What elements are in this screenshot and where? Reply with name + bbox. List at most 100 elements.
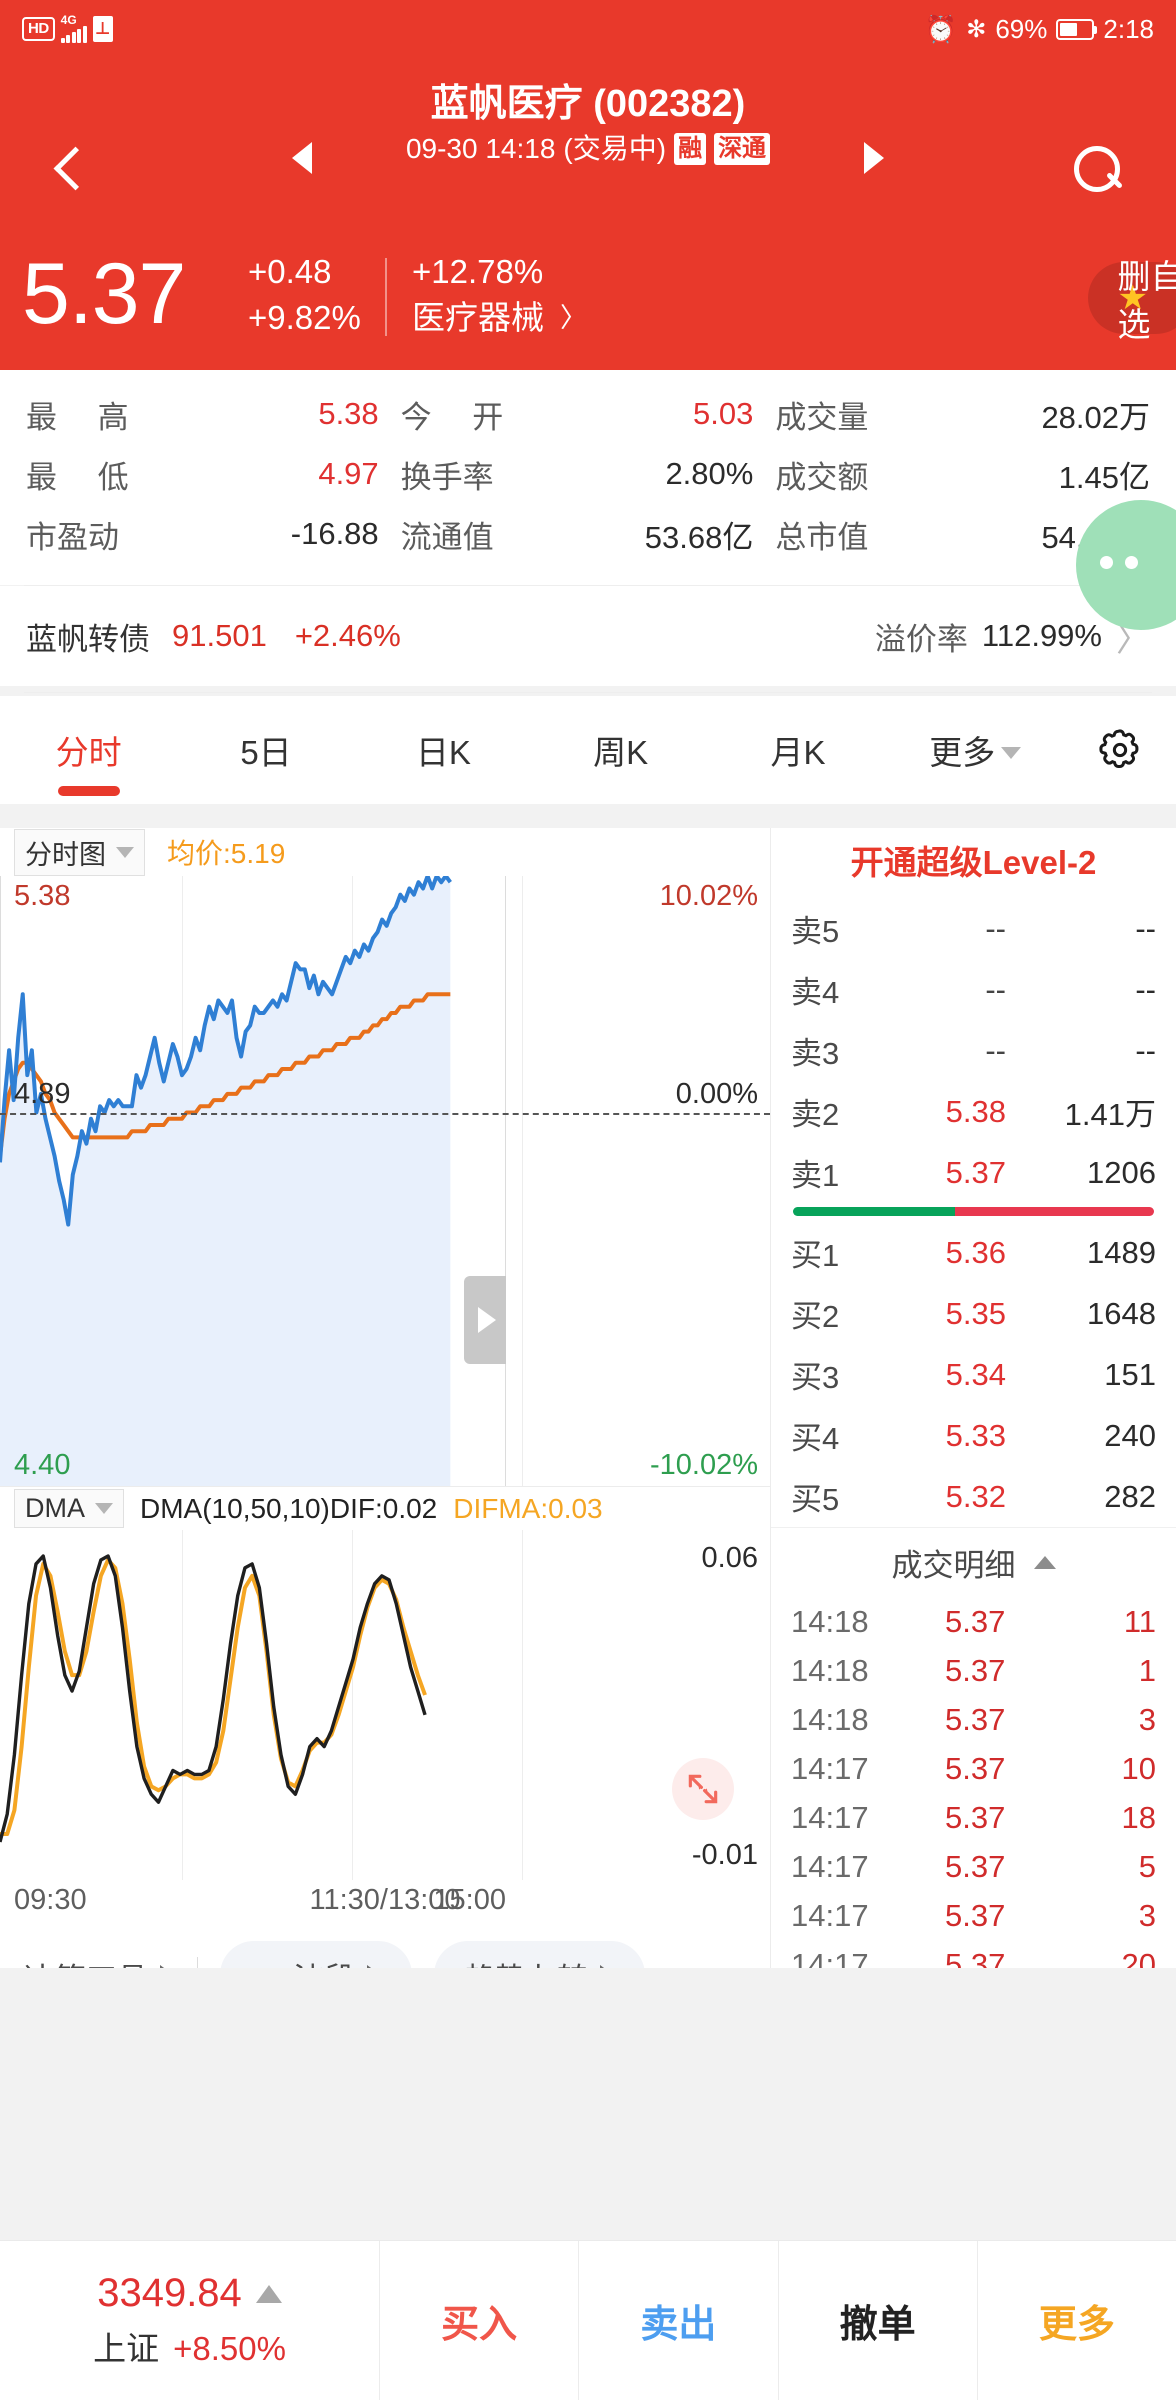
stat-value: 5.38 <box>318 396 379 431</box>
tab-fenshi[interactable]: 分时 <box>0 726 177 796</box>
convertible-bond-row[interactable]: 蓝帆转债 91.501 +2.46% 溢价率 112.99% 〉 <box>0 586 1176 686</box>
gridline <box>182 1530 183 1880</box>
ask-volume: 1.41万 <box>1064 1097 1156 1132</box>
sector-label: 医疗器械 <box>412 299 544 336</box>
bid-row[interactable]: 买3 5.34 151 <box>771 1344 1176 1405</box>
bid-row[interactable]: 买2 5.35 1648 <box>771 1283 1176 1344</box>
bid-label: 买5 <box>791 1482 840 1517</box>
deal-row: 14:17 5.37 10 <box>771 1744 1176 1793</box>
price-change-group: +0.48 +9.82% <box>248 248 361 342</box>
chat-dots-icon <box>1100 556 1138 569</box>
margin-tag: 融 <box>674 133 707 165</box>
index-value-row: 3349.84 <box>97 2271 282 2316</box>
index-name: 上证 <box>93 2330 160 2367</box>
price-block: 5.37 +0.48 +9.82% +12.78% 医疗器械 〉 ★ 删自选 <box>0 240 1176 370</box>
connect-tag: 深通 <box>714 133 771 165</box>
ask-row[interactable]: 卖4 -- -- <box>771 959 1176 1020</box>
chart-type-selector[interactable]: 分时图 <box>14 828 145 876</box>
deal-price: 5.37 <box>945 1799 1006 1835</box>
ask-price: -- <box>985 971 1006 1007</box>
chevron-right-icon: 〉 <box>560 303 587 333</box>
level2-promo-link[interactable]: 开通超级Level-2 <box>850 844 1097 881</box>
bid-row[interactable]: 买4 5.33 240 <box>771 1405 1176 1466</box>
remove-favorite-button[interactable]: ★ 删自选 <box>1087 258 1176 343</box>
ask-row[interactable]: 卖2 5.38 1.41万 <box>771 1081 1176 1142</box>
premium-value: 112.99% <box>981 618 1102 653</box>
header-subtitle: 09-30 14:18 (交易中) 融 深通 <box>0 128 1176 170</box>
gridline <box>522 1530 523 1880</box>
bid-row[interactable]: 买5 5.32 282 <box>771 1466 1176 1527</box>
tab-weekk[interactable]: 周K <box>532 726 709 774</box>
price-change-pct: +9.82% <box>248 299 361 336</box>
ask-price: 5.37 <box>945 1154 1006 1190</box>
bid-label: 买2 <box>791 1299 840 1334</box>
app-header: 蓝帆医疗 (002382) 09-30 14:18 (交易中) 融 深通 <box>0 58 1176 240</box>
chevron-down-icon <box>1001 747 1022 759</box>
tab-monthk[interactable]: 月K <box>709 726 886 774</box>
stat-value: 2.80% <box>665 456 754 491</box>
stat-cell: 成交量 28.02万 <box>775 392 1150 437</box>
stat-cell: 今 开 5.03 <box>401 392 776 437</box>
stat-cell: 换手率 2.80% <box>401 452 776 497</box>
stat-value: 5.03 <box>693 396 754 431</box>
bid-row[interactable]: 买1 5.36 1489 <box>771 1222 1176 1283</box>
next-stock-icon[interactable] <box>864 142 884 174</box>
divider <box>24 585 1152 586</box>
stat-cell: 流通值 53.68亿 <box>401 512 776 557</box>
cancel-order-button[interactable]: 撤单 <box>779 2241 978 2400</box>
price-chart[interactable]: 5.38 4.89 4.40 10.02% 0.00% -10.02% <box>0 876 770 1486</box>
tab-label: 周K <box>593 734 649 771</box>
stat-key: 总市值 <box>775 519 869 555</box>
x-tick: 09:30 <box>14 1884 87 1916</box>
buy-button[interactable]: 买入 <box>380 2241 580 2400</box>
fullscreen-button[interactable] <box>672 1758 734 1820</box>
tab-5day[interactable]: 5日 <box>177 726 354 774</box>
deals-title: 成交明细 <box>891 1548 1016 1583</box>
clock-time: 2:18 <box>1103 13 1154 44</box>
ask-label: 卖2 <box>791 1097 840 1132</box>
sell-button[interactable]: 卖出 <box>579 2241 779 2400</box>
difma-value: DIFMA:0.03 <box>453 1492 603 1524</box>
search-icon[interactable] <box>1074 146 1124 196</box>
deals-header[interactable]: 成交明细 <box>771 1527 1176 1597</box>
stat-key: 今 开 <box>400 399 520 435</box>
bid-price: 5.36 <box>945 1234 1006 1270</box>
prev-stock-icon[interactable] <box>292 142 312 174</box>
expand-arrows-icon <box>688 1774 718 1804</box>
battery-percent: 69% <box>995 13 1048 44</box>
deal-time: 14:17 <box>791 1750 869 1786</box>
y-axis-mid: 4.89 <box>14 1078 71 1110</box>
bottom-spacer <box>0 1968 1176 2240</box>
deal-volume: 11 <box>1123 1603 1156 1639</box>
deal-row: 14:18 5.37 3 <box>771 1695 1176 1744</box>
deal-volume: 3 <box>1138 1701 1156 1737</box>
tab-more[interactable]: 更多 <box>887 726 1064 774</box>
deal-volume: 5 <box>1138 1848 1156 1884</box>
ask-label: 卖3 <box>791 1036 840 1071</box>
deal-time: 14:18 <box>791 1603 869 1639</box>
sector-link[interactable]: 医疗器械 〉 <box>412 294 587 342</box>
ask-row[interactable]: 卖1 5.37 1206 <box>771 1142 1176 1203</box>
gridline <box>352 1530 353 1880</box>
bid-price: 5.35 <box>945 1295 1006 1331</box>
page-title: 蓝帆医疗 (002382) <box>0 80 1176 128</box>
gear-icon <box>1099 729 1139 768</box>
expand-panel-button[interactable] <box>464 1276 506 1364</box>
dma-chart[interactable]: 0.06 -0.01 <box>0 1530 770 1880</box>
status-bar-right: ⏰ ✻ 69% 2:18 <box>925 14 1154 45</box>
settings-button[interactable] <box>1064 724 1176 776</box>
buy-sell-ratio-bar <box>793 1207 1154 1216</box>
more-button[interactable]: 更多 <box>1038 2304 1115 2346</box>
alarm-icon: ⏰ <box>924 13 958 44</box>
index-summary[interactable]: 3349.84 上证 +8.50% <box>0 2241 380 2400</box>
indicator-selector[interactable]: DMA <box>14 1489 124 1528</box>
premium-label: 溢价率 <box>874 621 968 657</box>
ask-row[interactable]: 卖5 -- -- <box>771 898 1176 959</box>
ask-row[interactable]: 卖3 -- -- <box>771 1020 1176 1081</box>
ask-label: 卖4 <box>791 975 840 1010</box>
chevron-down-icon <box>116 846 134 858</box>
stat-key: 市盈动 <box>26 519 119 555</box>
floating-assistant-icon[interactable] <box>1076 500 1176 630</box>
tab-dayk[interactable]: 日K <box>355 726 532 774</box>
stats-row: 最 低 4.97 换手率 2.80% 成交额 1.45亿 <box>26 444 1150 504</box>
